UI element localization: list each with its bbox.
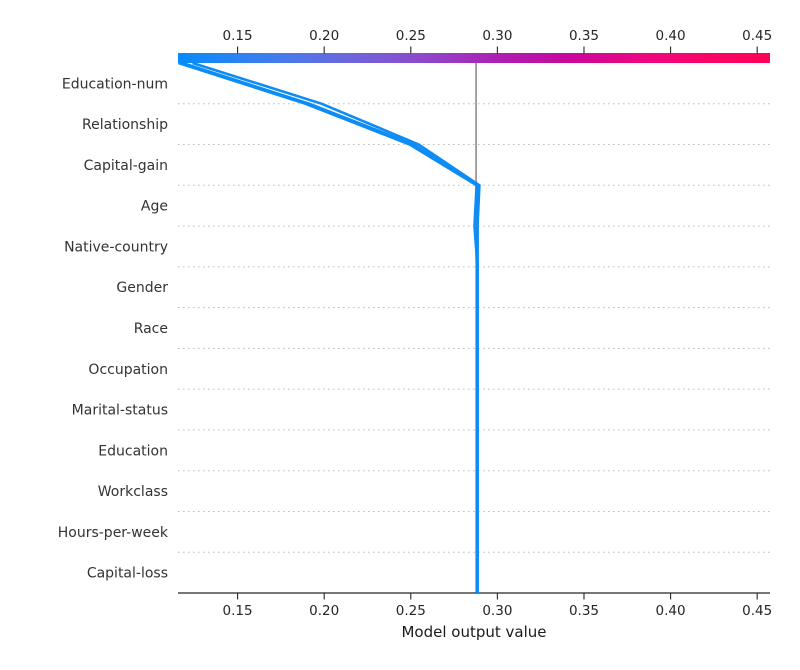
decision-paths-layer xyxy=(178,61,481,593)
colorbar xyxy=(178,53,770,63)
decision-path-line xyxy=(182,61,479,593)
x-tick-label-bottom: 0.25 xyxy=(396,603,426,619)
x-tick-label-bottom: 0.20 xyxy=(309,603,339,619)
x-axis-label: Model output value xyxy=(401,623,546,641)
gridlines-layer xyxy=(178,103,770,553)
feature-tick-label: Race xyxy=(134,321,168,337)
feature-tick-label: Hours-per-week xyxy=(58,525,169,541)
x-tick-label-bottom: 0.45 xyxy=(742,603,772,619)
x-tick-label-top: 0.25 xyxy=(396,28,426,44)
labels-layer: 0.15 0.15 0.20 0.20 0.25 0.25 0.30 0.30 0.35 0.35… xyxy=(58,28,772,619)
feature-tick-label: Workclass xyxy=(98,484,168,500)
x-tick-label-bottom: 0.30 xyxy=(482,603,512,619)
feature-tick-label: Education xyxy=(98,443,168,459)
feature-tick-label: Occupation xyxy=(88,362,168,378)
x-tick-label-top: 0.15 xyxy=(223,28,253,44)
colorbar-layer xyxy=(178,53,770,63)
x-tick-label-top: 0.30 xyxy=(482,28,512,44)
x-tick-label-top: 0.40 xyxy=(656,28,686,44)
x-tick-label-top: 0.35 xyxy=(569,28,599,44)
ticks-layer xyxy=(178,46,770,600)
feature-tick-label: Age xyxy=(141,199,168,215)
feature-tick-label: Capital-loss xyxy=(87,566,168,582)
decision-path-line xyxy=(178,61,479,593)
x-tick-label-bottom: 0.40 xyxy=(656,603,686,619)
x-tick-label-bottom: 0.35 xyxy=(569,603,599,619)
decision-path-line xyxy=(192,61,481,593)
x-tick-label-bottom: 0.15 xyxy=(223,603,253,619)
feature-tick-label: Native-country xyxy=(64,239,168,255)
x-tick-label-top: 0.45 xyxy=(742,28,772,44)
feature-tick-label: Relationship xyxy=(82,117,168,133)
feature-tick-label: Marital-status xyxy=(72,403,168,419)
feature-tick-label: Gender xyxy=(116,280,168,296)
feature-tick-label: Education-num xyxy=(62,76,168,92)
feature-tick-label: Capital-gain xyxy=(84,158,168,174)
x-tick-label-top: 0.20 xyxy=(309,28,339,44)
